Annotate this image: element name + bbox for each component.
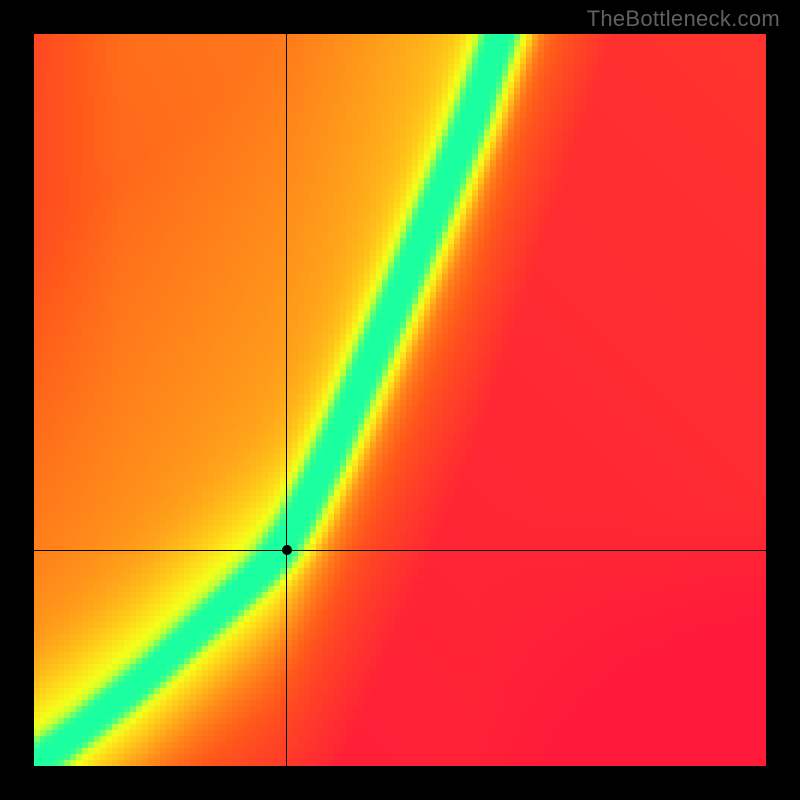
plot-area (34, 34, 766, 766)
watermark-text: TheBottleneck.com (587, 6, 780, 32)
crosshair-horizontal (34, 550, 766, 551)
heatmap-canvas (34, 34, 766, 766)
crosshair-vertical (286, 34, 287, 766)
crosshair-dot (282, 545, 292, 555)
